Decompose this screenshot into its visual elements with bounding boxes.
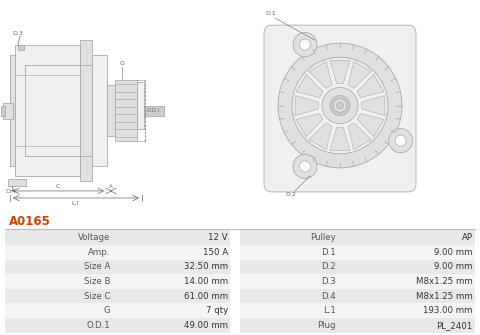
Text: G: G <box>120 61 124 66</box>
Bar <box>25 65 80 156</box>
Bar <box>10 55 15 166</box>
Text: 9.00 mm: 9.00 mm <box>434 262 473 271</box>
Polygon shape <box>296 74 323 97</box>
Circle shape <box>300 161 311 172</box>
Bar <box>137 82 144 129</box>
Polygon shape <box>348 123 371 150</box>
Bar <box>5 289 230 304</box>
Text: C: C <box>56 184 60 189</box>
Text: Voltage: Voltage <box>78 233 110 242</box>
Bar <box>115 80 137 141</box>
Polygon shape <box>296 114 323 137</box>
Circle shape <box>330 95 350 116</box>
Bar <box>1 106 5 116</box>
Bar <box>107 85 115 136</box>
Bar <box>240 230 475 245</box>
Text: Size C: Size C <box>84 291 110 300</box>
Text: Plug: Plug <box>317 321 336 330</box>
Text: A: A <box>109 184 113 189</box>
Bar <box>80 65 92 156</box>
Text: PL_2401: PL_2401 <box>436 321 473 330</box>
Bar <box>5 318 230 333</box>
Bar <box>5 304 230 318</box>
Text: L.I: L.I <box>72 201 79 206</box>
Text: D.4: D.4 <box>5 189 16 194</box>
Bar <box>15 45 80 176</box>
Bar <box>240 245 475 260</box>
Text: 14.00 mm: 14.00 mm <box>184 277 228 286</box>
Bar <box>3 103 13 119</box>
Text: 49.00 mm: 49.00 mm <box>184 321 228 330</box>
Polygon shape <box>330 60 350 84</box>
Text: O.D.1: O.D.1 <box>87 321 110 330</box>
Text: O.D.I: O.D.I <box>147 108 160 113</box>
Text: D.3: D.3 <box>12 31 23 36</box>
Text: Size A: Size A <box>84 262 110 271</box>
Polygon shape <box>330 127 350 151</box>
Circle shape <box>389 129 413 153</box>
Bar <box>5 260 230 274</box>
Text: 12 V: 12 V <box>208 233 228 242</box>
Bar <box>240 318 475 333</box>
Bar <box>144 106 164 116</box>
Text: AP: AP <box>462 233 473 242</box>
Text: 61.00 mm: 61.00 mm <box>184 291 228 300</box>
Polygon shape <box>309 61 332 88</box>
Circle shape <box>293 154 317 179</box>
Text: D.3: D.3 <box>321 277 336 286</box>
Polygon shape <box>357 114 384 137</box>
Text: 32.50 mm: 32.50 mm <box>184 262 228 271</box>
Text: 193.00 mm: 193.00 mm <box>423 306 473 315</box>
Text: L.1: L.1 <box>323 306 336 315</box>
Text: Amp.: Amp. <box>88 248 110 257</box>
Polygon shape <box>348 61 371 88</box>
Text: M8x1.25 mm: M8x1.25 mm <box>416 277 473 286</box>
Text: Pulley: Pulley <box>310 233 336 242</box>
Text: D.1: D.1 <box>265 11 276 16</box>
Bar <box>240 304 475 318</box>
FancyBboxPatch shape <box>264 25 416 192</box>
Text: D.4: D.4 <box>321 291 336 300</box>
Bar <box>5 230 230 245</box>
Bar <box>80 40 92 181</box>
Circle shape <box>300 39 311 50</box>
Bar <box>18 45 24 50</box>
Bar <box>8 179 26 186</box>
Bar <box>92 55 107 166</box>
Circle shape <box>292 57 388 154</box>
Text: G: G <box>104 306 110 315</box>
Text: D.2: D.2 <box>321 262 336 271</box>
Bar <box>240 260 475 274</box>
Circle shape <box>395 135 406 146</box>
Bar <box>240 289 475 304</box>
Circle shape <box>293 32 317 57</box>
Circle shape <box>336 102 344 109</box>
Polygon shape <box>309 123 332 150</box>
Circle shape <box>278 43 402 168</box>
Bar <box>5 274 230 289</box>
Polygon shape <box>362 95 385 116</box>
Polygon shape <box>334 98 347 113</box>
Bar <box>240 274 475 289</box>
Text: Size B: Size B <box>84 277 110 286</box>
Text: M8x1.25 mm: M8x1.25 mm <box>416 291 473 300</box>
Text: 150 A: 150 A <box>203 248 228 257</box>
Text: 9.00 mm: 9.00 mm <box>434 248 473 257</box>
Text: D.2: D.2 <box>285 192 296 197</box>
Polygon shape <box>357 74 384 97</box>
Text: 7 qty: 7 qty <box>206 306 228 315</box>
Text: D.1: D.1 <box>321 248 336 257</box>
Text: A0165: A0165 <box>9 215 50 228</box>
Bar <box>5 245 230 260</box>
Circle shape <box>322 87 358 124</box>
Polygon shape <box>295 95 318 116</box>
